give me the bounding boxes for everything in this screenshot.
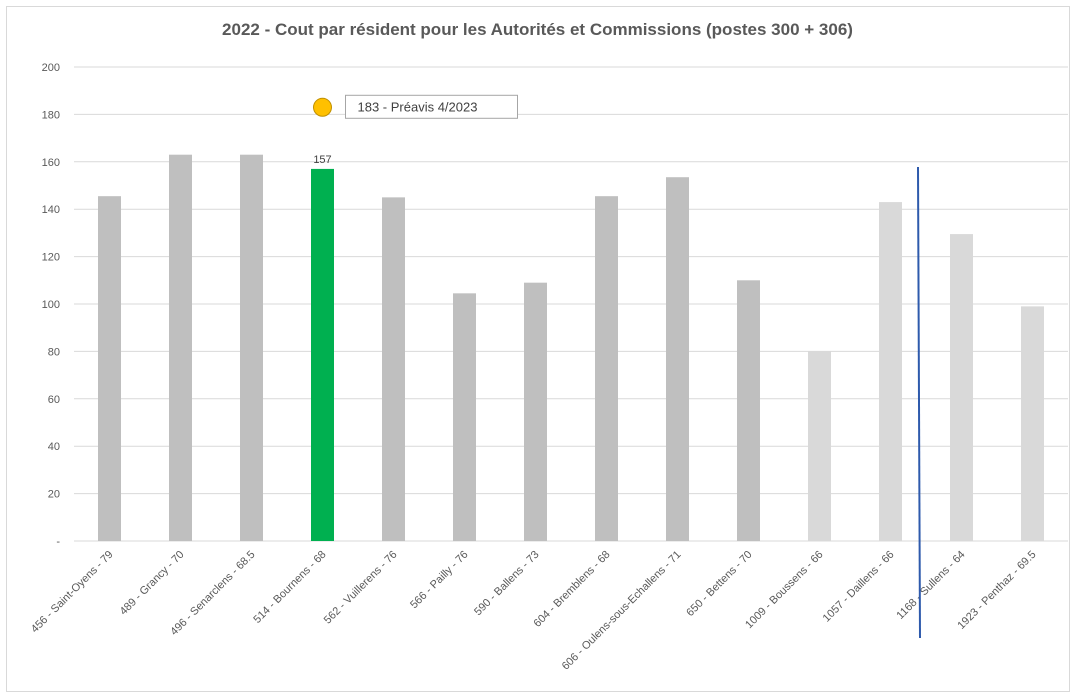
gridlines	[74, 66, 1068, 542]
y-tick-label: 120	[42, 252, 60, 264]
x-category-label: 1923 - Penthaz - 69.5	[955, 549, 1038, 632]
bar-12	[879, 202, 902, 541]
bar-6	[453, 293, 476, 541]
bar-2	[169, 154, 192, 541]
chart-title: 2022 - Cout par résident pour les Autori…	[222, 20, 853, 39]
annotations: 183 - Préavis 4/2023	[313, 94, 921, 639]
bar-10	[737, 280, 760, 541]
y-tick-label: 60	[48, 394, 60, 406]
bar-9	[666, 177, 689, 541]
y-tick-label: 20	[48, 489, 60, 501]
y-tick-label: 160	[42, 157, 60, 169]
y-tick-label: 80	[48, 346, 60, 358]
x-category-label: 1057 - Daillens - 66	[821, 549, 897, 625]
x-category-label: 606 - Oulens-sous-Echallens - 71	[560, 549, 684, 673]
x-category-label: 590 - Ballens - 73	[472, 549, 541, 618]
separator-line	[917, 166, 921, 639]
y-tick-label: 100	[42, 299, 60, 311]
x-axis-category-labels: 456 - Saint-Oyens - 79 489 - Grancy - 704…	[29, 549, 1039, 673]
y-tick-label: 180	[42, 109, 60, 121]
y-axis-tick-labels: - 20 40 60 80 100 120 140 160 180 200	[42, 62, 61, 548]
bars: 157	[98, 154, 1044, 542]
x-category-label: 489 - Grancy - 70	[118, 549, 187, 618]
y-tick-label: 40	[48, 441, 60, 453]
y-tick-label: 200	[42, 62, 60, 74]
bar-1	[98, 196, 121, 542]
annotation-label: 183 - Préavis 4/2023	[358, 99, 478, 114]
x-category-label: 650 - Bettens - 70	[684, 549, 754, 619]
y-tick-label: 140	[42, 204, 60, 216]
bar-7	[524, 282, 547, 541]
bar-11	[808, 351, 831, 541]
bar-13	[950, 234, 973, 541]
bar-14	[1021, 306, 1044, 541]
x-category-label: 456 - Saint-Oyens - 79	[29, 549, 116, 636]
bar-8	[595, 196, 618, 542]
bar-3	[240, 154, 263, 541]
x-category-label: 1009 - Boussens - 66	[743, 549, 825, 631]
y-tick-label: -	[56, 536, 60, 548]
x-category-label: 604 - Bremblens - 68	[532, 549, 613, 630]
x-category-label: 566 - Pailly - 76	[408, 549, 471, 612]
bar-5	[382, 197, 405, 541]
x-category-label: 562 - Vuillerens - 76	[322, 549, 400, 627]
annotation-marker	[313, 97, 332, 117]
annotation-box	[345, 94, 518, 119]
x-category-label: 514 - Bournens - 68	[251, 549, 328, 626]
x-category-label: 1168 - Sullens - 64	[894, 549, 967, 622]
bar-4	[311, 168, 334, 541]
data-label: 157	[313, 154, 331, 166]
